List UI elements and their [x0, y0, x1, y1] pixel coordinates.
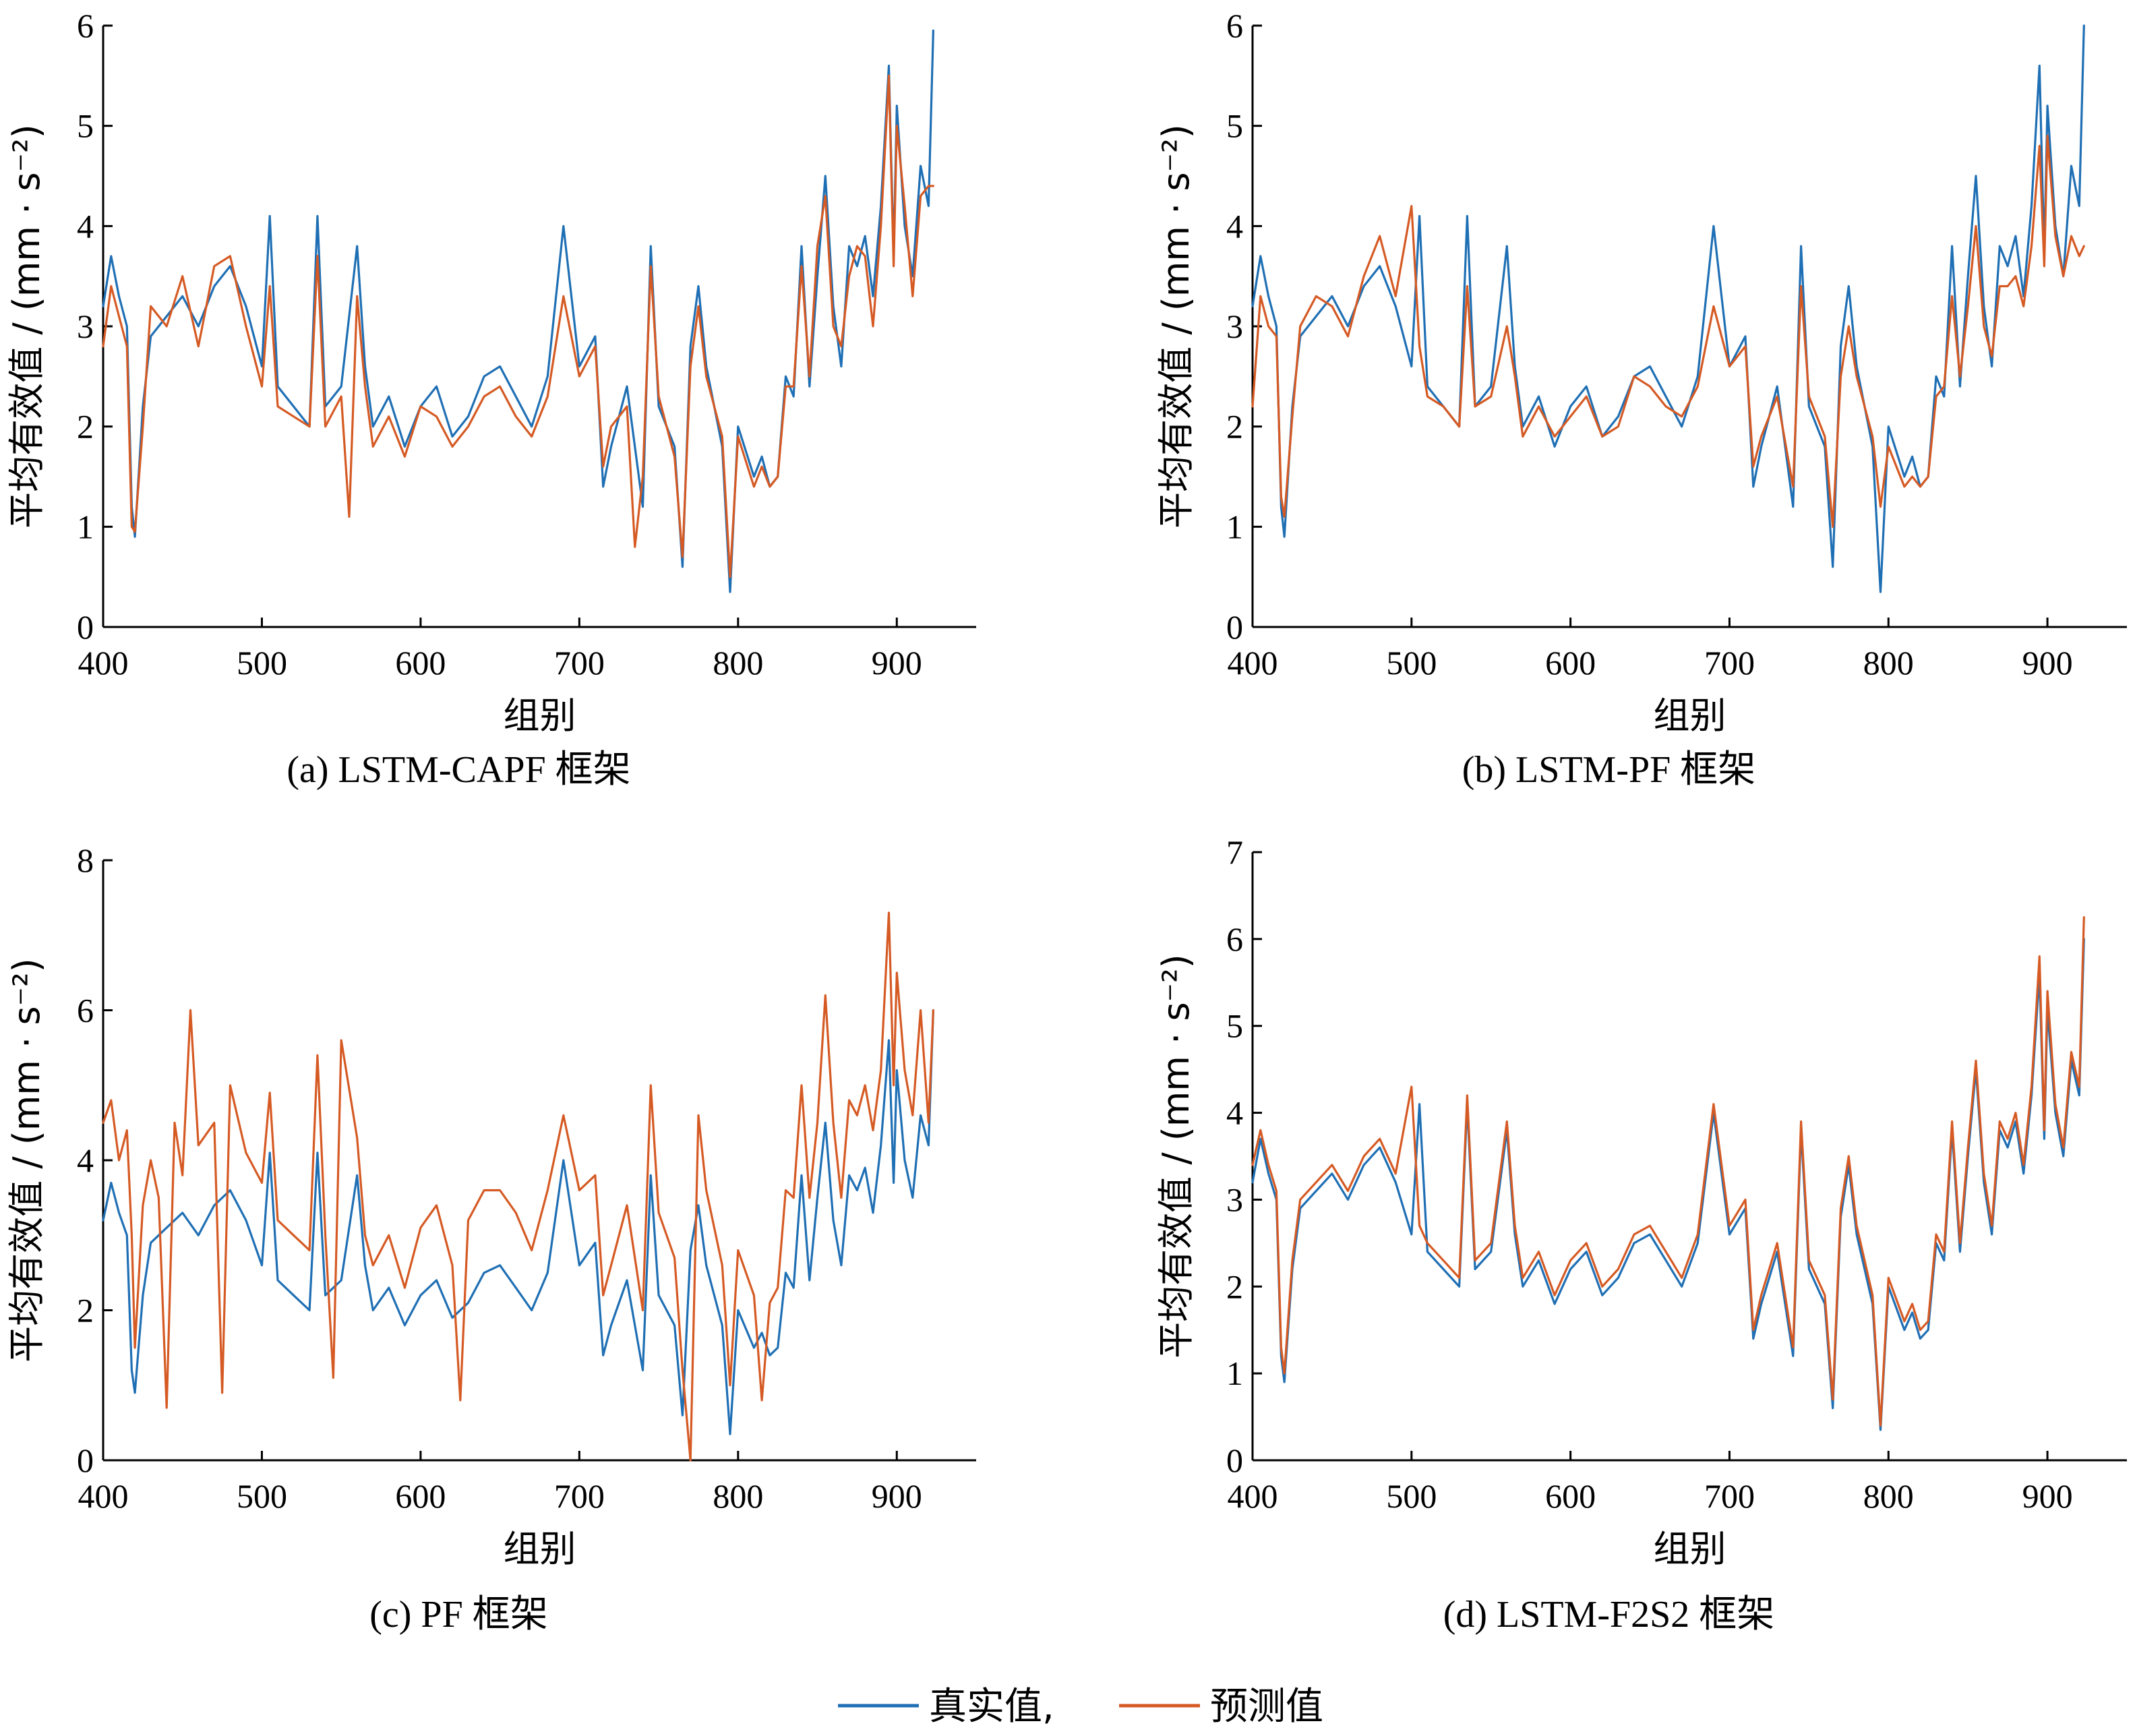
series-line-actual [102, 1009, 934, 1435]
x-tick-label: 900 [872, 1477, 922, 1515]
x-tick-label: 600 [1545, 1477, 1596, 1515]
y-tick-label: 4 [77, 1141, 94, 1179]
x-axis-label: 组别 [504, 1528, 576, 1570]
series-line-predicted [102, 74, 934, 578]
x-tick-label: 600 [395, 644, 446, 682]
y-tick-label: 6 [77, 7, 94, 44]
y-tick-label: 7 [1226, 833, 1243, 871]
y-tick-label: 3 [77, 307, 94, 345]
chart-panel-2: 0 1 2 3 4 5 6 400 500 600 700 800 900 组别 平均有效值 / (mm ·… [1155, 7, 2127, 791]
panel-caption: (d) LSTM-F2S2 框架 [1443, 1594, 1775, 1636]
x-tick-label: 700 [1704, 644, 1755, 682]
series-line-actual [102, 29, 934, 593]
y-tick-label: 2 [1226, 408, 1243, 446]
y-tick-label: 4 [1226, 207, 1243, 245]
panel-caption: (c) PF 框架 [369, 1594, 547, 1636]
chart-panel-4: 0 1 2 3 4 5 6 7 400 500 600 700 800 900 组别 平均有效值 / (mm … [1155, 833, 2127, 1636]
legend-actual-label: 真实值, [929, 1685, 1054, 1729]
x-tick-label: 400 [1228, 644, 1278, 682]
y-tick-label: 5 [1226, 107, 1243, 145]
x-tick-label: 400 [78, 1477, 129, 1515]
x-tick-label: 800 [713, 1477, 763, 1515]
x-tick-label: 900 [2022, 1477, 2073, 1515]
y-axis-label: 平均有效值 / (mm · s⁻²) [1155, 954, 1197, 1358]
y-axis-label: 平均有效值 / (mm · s⁻²) [5, 958, 48, 1363]
y-tick-label: 2 [77, 1292, 94, 1329]
y-tick-label: 0 [1226, 1441, 1243, 1479]
series-line-actual [1251, 938, 2085, 1431]
y-tick-label: 1 [1226, 508, 1243, 545]
series-line-actual [1251, 24, 2085, 593]
x-tick-label: 600 [1545, 644, 1596, 682]
x-tick-label: 500 [237, 644, 287, 682]
y-tick-label: 3 [1226, 1180, 1243, 1218]
y-tick-label: 0 [77, 1441, 94, 1479]
legend-predicted-label: 预测值 [1210, 1685, 1323, 1729]
series-line-predicted [102, 911, 934, 1462]
x-tick-label: 800 [713, 644, 763, 682]
x-tick-label: 400 [1228, 1477, 1278, 1515]
y-tick-label: 5 [77, 107, 94, 145]
series-line-predicted [1251, 134, 2085, 528]
x-tick-label: 700 [554, 644, 605, 682]
y-tick-label: 5 [1226, 1007, 1243, 1045]
x-axis-label: 组别 [1654, 694, 1726, 737]
x-tick-label: 400 [78, 644, 129, 682]
panel-caption: (a) LSTM-CAPF 框架 [287, 749, 630, 791]
y-tick-label: 2 [77, 408, 94, 446]
x-tick-label: 500 [1386, 1477, 1437, 1515]
x-tick-label: 700 [1704, 1477, 1755, 1515]
y-tick-label: 2 [1226, 1267, 1243, 1305]
panel-caption: (b) LSTM-PF 框架 [1462, 749, 1756, 791]
x-tick-label: 900 [872, 644, 922, 682]
y-axis-label: 平均有效值 / (mm · s⁻²) [5, 124, 48, 529]
x-tick-label: 500 [237, 1477, 287, 1515]
chart-panel-3: 0 2 4 6 8 400 500 600 700 800 900 组别 平均有效值 / (mm · s… [5, 841, 976, 1636]
series-line-predicted [1251, 916, 2085, 1427]
y-tick-label: 6 [1226, 7, 1243, 44]
x-tick-label: 600 [395, 1477, 446, 1515]
x-tick-label: 900 [2022, 644, 2073, 682]
y-tick-label: 6 [1226, 920, 1243, 958]
y-tick-label: 4 [1226, 1094, 1243, 1132]
legend: 真实值, 预测值 [838, 1685, 1323, 1729]
y-tick-label: 8 [77, 841, 94, 879]
x-tick-label: 800 [1863, 644, 1914, 682]
x-axis-label: 组别 [504, 694, 576, 737]
chart-panel-1: 0 1 2 3 4 5 6 400 500 600 700 800 900 组别 平均有效值 / (mm ·… [5, 7, 976, 791]
y-tick-label: 4 [77, 207, 94, 245]
y-axis-label: 平均有效值 / (mm · s⁻²) [1155, 124, 1197, 529]
x-axis-label: 组别 [1654, 1528, 1726, 1570]
y-tick-label: 1 [77, 508, 94, 545]
x-tick-label: 700 [554, 1477, 605, 1515]
x-tick-label: 800 [1863, 1477, 1914, 1515]
y-tick-label: 0 [1226, 608, 1243, 646]
y-tick-label: 6 [77, 992, 94, 1029]
x-tick-label: 500 [1386, 644, 1437, 682]
y-tick-label: 3 [1226, 307, 1243, 345]
y-tick-label: 1 [1226, 1354, 1243, 1392]
y-tick-label: 0 [77, 608, 94, 646]
